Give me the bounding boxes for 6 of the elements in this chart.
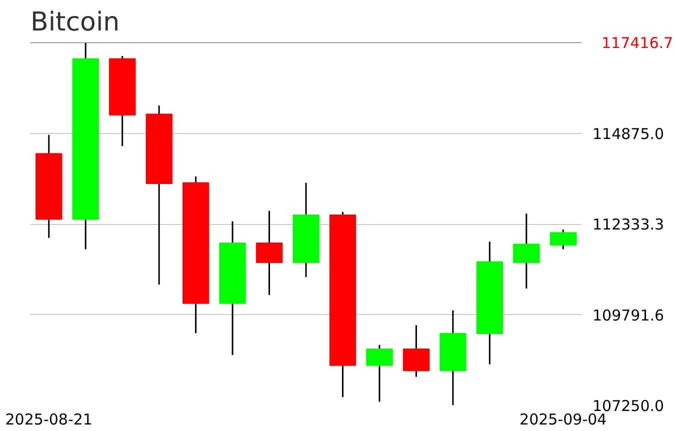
y-tick-label: 112333.3 — [592, 216, 664, 234]
ref-line-label: 117416.7 — [602, 34, 674, 52]
chart-title: Bitcoin — [30, 8, 120, 38]
y-tick-label: 109791.6 — [592, 306, 664, 324]
y-tick-label: 114875.0 — [592, 124, 664, 143]
x-tick-label: 2025-08-21 — [5, 410, 92, 428]
